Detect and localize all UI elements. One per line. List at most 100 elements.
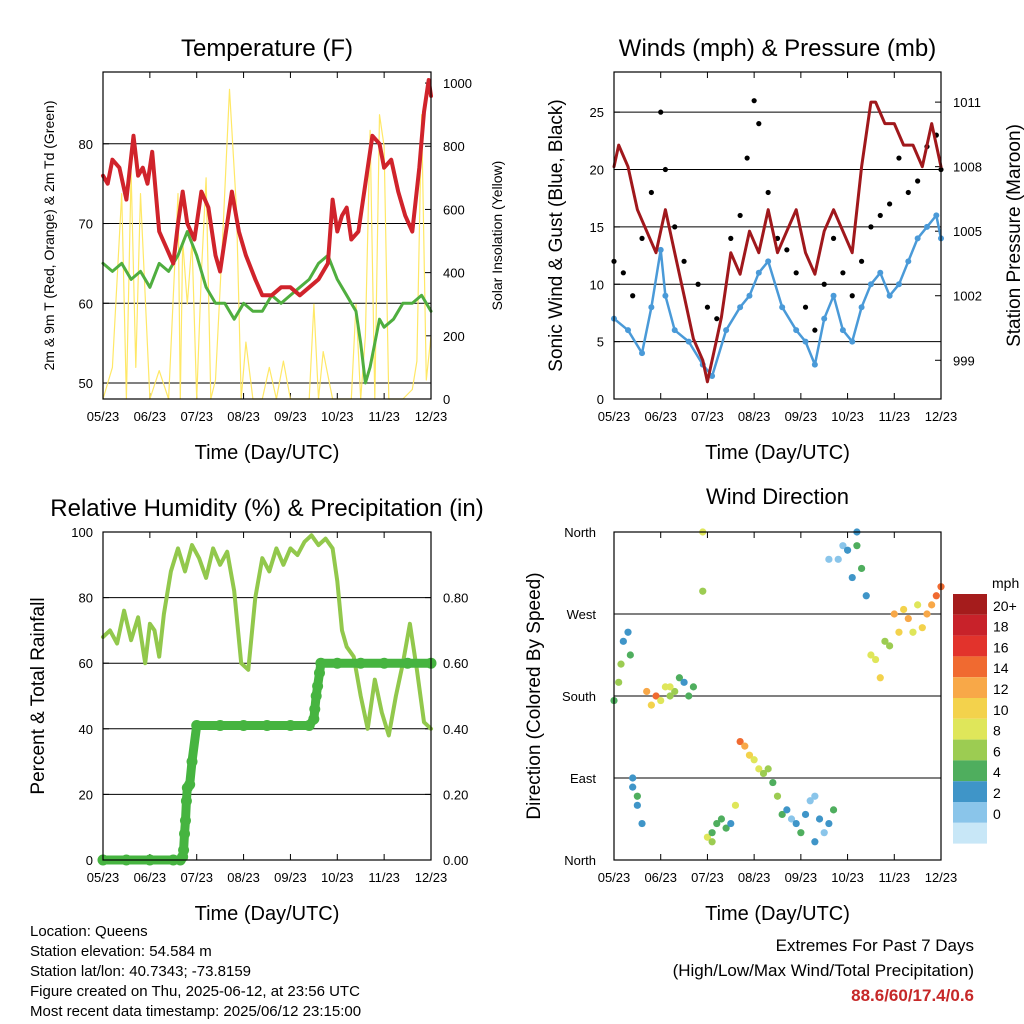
precipitation-point — [179, 815, 191, 827]
precipitation-point — [238, 720, 250, 732]
direction-point — [862, 592, 870, 600]
precipitation-point — [180, 795, 192, 807]
humidity-panel: Relative Humidity (%) & Precipitation (i… — [28, 495, 484, 925]
sustained-wind-point — [755, 269, 762, 276]
direction-point — [727, 819, 735, 828]
y2-tick-label: 600 — [443, 202, 465, 217]
direction-point — [745, 751, 754, 759]
direction-point — [867, 651, 875, 659]
legend-label: 18 — [993, 619, 1009, 635]
gust-point — [704, 304, 711, 310]
direction-point — [801, 810, 810, 819]
direction-point — [699, 587, 707, 595]
x-tick-label: 10/23 — [321, 409, 354, 424]
precipitation-point — [186, 756, 198, 768]
x-tick-label: 06/23 — [134, 870, 167, 885]
y-tick-label: 25 — [590, 105, 604, 120]
legend-label: 10 — [993, 702, 1009, 718]
x-tick-label: 05/23 — [598, 409, 631, 424]
direction-point — [829, 806, 838, 814]
sustained-wind-point — [793, 327, 800, 334]
sustained-wind-point — [839, 327, 846, 334]
gust-point — [744, 155, 750, 161]
x-tick-label: 06/23 — [134, 409, 167, 424]
y-tick-label: 60 — [79, 656, 93, 671]
direction-point — [615, 678, 623, 686]
legend-label: 16 — [993, 639, 1009, 655]
y2-tick-label: 0.60 — [443, 656, 468, 671]
y-tick-label: West — [567, 607, 597, 622]
direction-point — [932, 592, 940, 600]
direction-point — [633, 792, 641, 800]
gust-point — [728, 235, 734, 241]
direction-point — [713, 819, 721, 828]
x-tick-label: 05/23 — [87, 870, 120, 885]
direction-ylabel: Direction (Colored By Speed) — [524, 572, 545, 819]
gust-point — [672, 224, 678, 230]
direction-point — [881, 637, 889, 645]
legend-label: 4 — [993, 764, 1001, 780]
extremes-values: 88.6/60/17.4/0.6 — [851, 986, 974, 1005]
temperature-ylabel: 2m & 9m T (Red, Orange) & 2m Td (Green) — [41, 101, 57, 371]
plot-frame — [613, 531, 942, 861]
precipitation-point — [331, 657, 343, 669]
x-tick-label: 12/23 — [925, 870, 958, 885]
extremes-subtitle: (High/Low/Max Wind/Total Precipitation) — [672, 961, 974, 980]
x-tick-label: 11/23 — [878, 870, 910, 885]
x-tick-label: 09/23 — [785, 409, 818, 424]
gust-point — [896, 155, 902, 161]
sustained-wind-point — [671, 327, 678, 334]
sustained-wind-point — [737, 304, 744, 311]
direction-point — [900, 605, 908, 614]
direction-point — [633, 801, 641, 809]
direction-point — [834, 555, 842, 563]
humidity-title: Relative Humidity (%) & Precipitation (i… — [50, 495, 483, 522]
direction-xlabel: Time (Day/UTC) — [705, 903, 850, 925]
extremes-title: Extremes For Past 7 Days — [775, 936, 974, 955]
y2-tick-label: 1000 — [443, 76, 472, 91]
direction-point — [643, 687, 651, 696]
y-tick-label: 80 — [79, 591, 93, 606]
sustained-wind-point — [867, 281, 874, 288]
gust-point — [905, 189, 911, 196]
direction-point — [708, 829, 716, 837]
direction-point — [811, 792, 819, 800]
x-tick-label: 11/23 — [368, 409, 400, 424]
gust-point — [756, 121, 762, 127]
legend-label: 0 — [993, 806, 1001, 822]
direction-point — [652, 692, 660, 700]
station-info: Location: Queens Station elevation: 54.5… — [30, 922, 361, 1022]
gust-point — [751, 98, 757, 104]
precipitation-point — [178, 844, 190, 856]
direction-point — [815, 815, 824, 823]
sustained-wind-point — [765, 258, 772, 265]
x-tick-label: 08/23 — [227, 409, 260, 424]
sustained-wind-point — [723, 327, 730, 334]
direction-point — [778, 810, 786, 819]
x-tick-label: 10/23 — [321, 870, 354, 885]
precipitation-point — [191, 720, 203, 732]
precipitation-point — [309, 703, 321, 715]
sustained-wind-point — [849, 338, 856, 345]
x-tick-label: 09/23 — [785, 870, 818, 885]
gust-point — [737, 212, 743, 219]
direction-point — [741, 742, 749, 750]
gust-point — [868, 224, 874, 230]
direction-point — [619, 637, 627, 645]
legend-swatch — [953, 677, 987, 698]
direction-point — [918, 624, 926, 632]
direction-point — [773, 792, 782, 800]
sustained-wind-point — [802, 338, 809, 345]
direction-point — [624, 628, 632, 636]
legend-swatch — [953, 614, 987, 636]
x-tick-label: 12/23 — [925, 409, 958, 424]
legend-swatch — [953, 594, 987, 615]
precipitation-point — [310, 690, 322, 702]
direction-point — [638, 819, 646, 828]
legend-swatch — [953, 635, 987, 657]
y-tick-label: 100 — [71, 525, 93, 540]
direction-point — [886, 642, 894, 650]
sustained-wind-point — [779, 304, 786, 311]
wind-ylabel: Sonic Wind & Gust (Blue, Black) — [546, 99, 567, 371]
